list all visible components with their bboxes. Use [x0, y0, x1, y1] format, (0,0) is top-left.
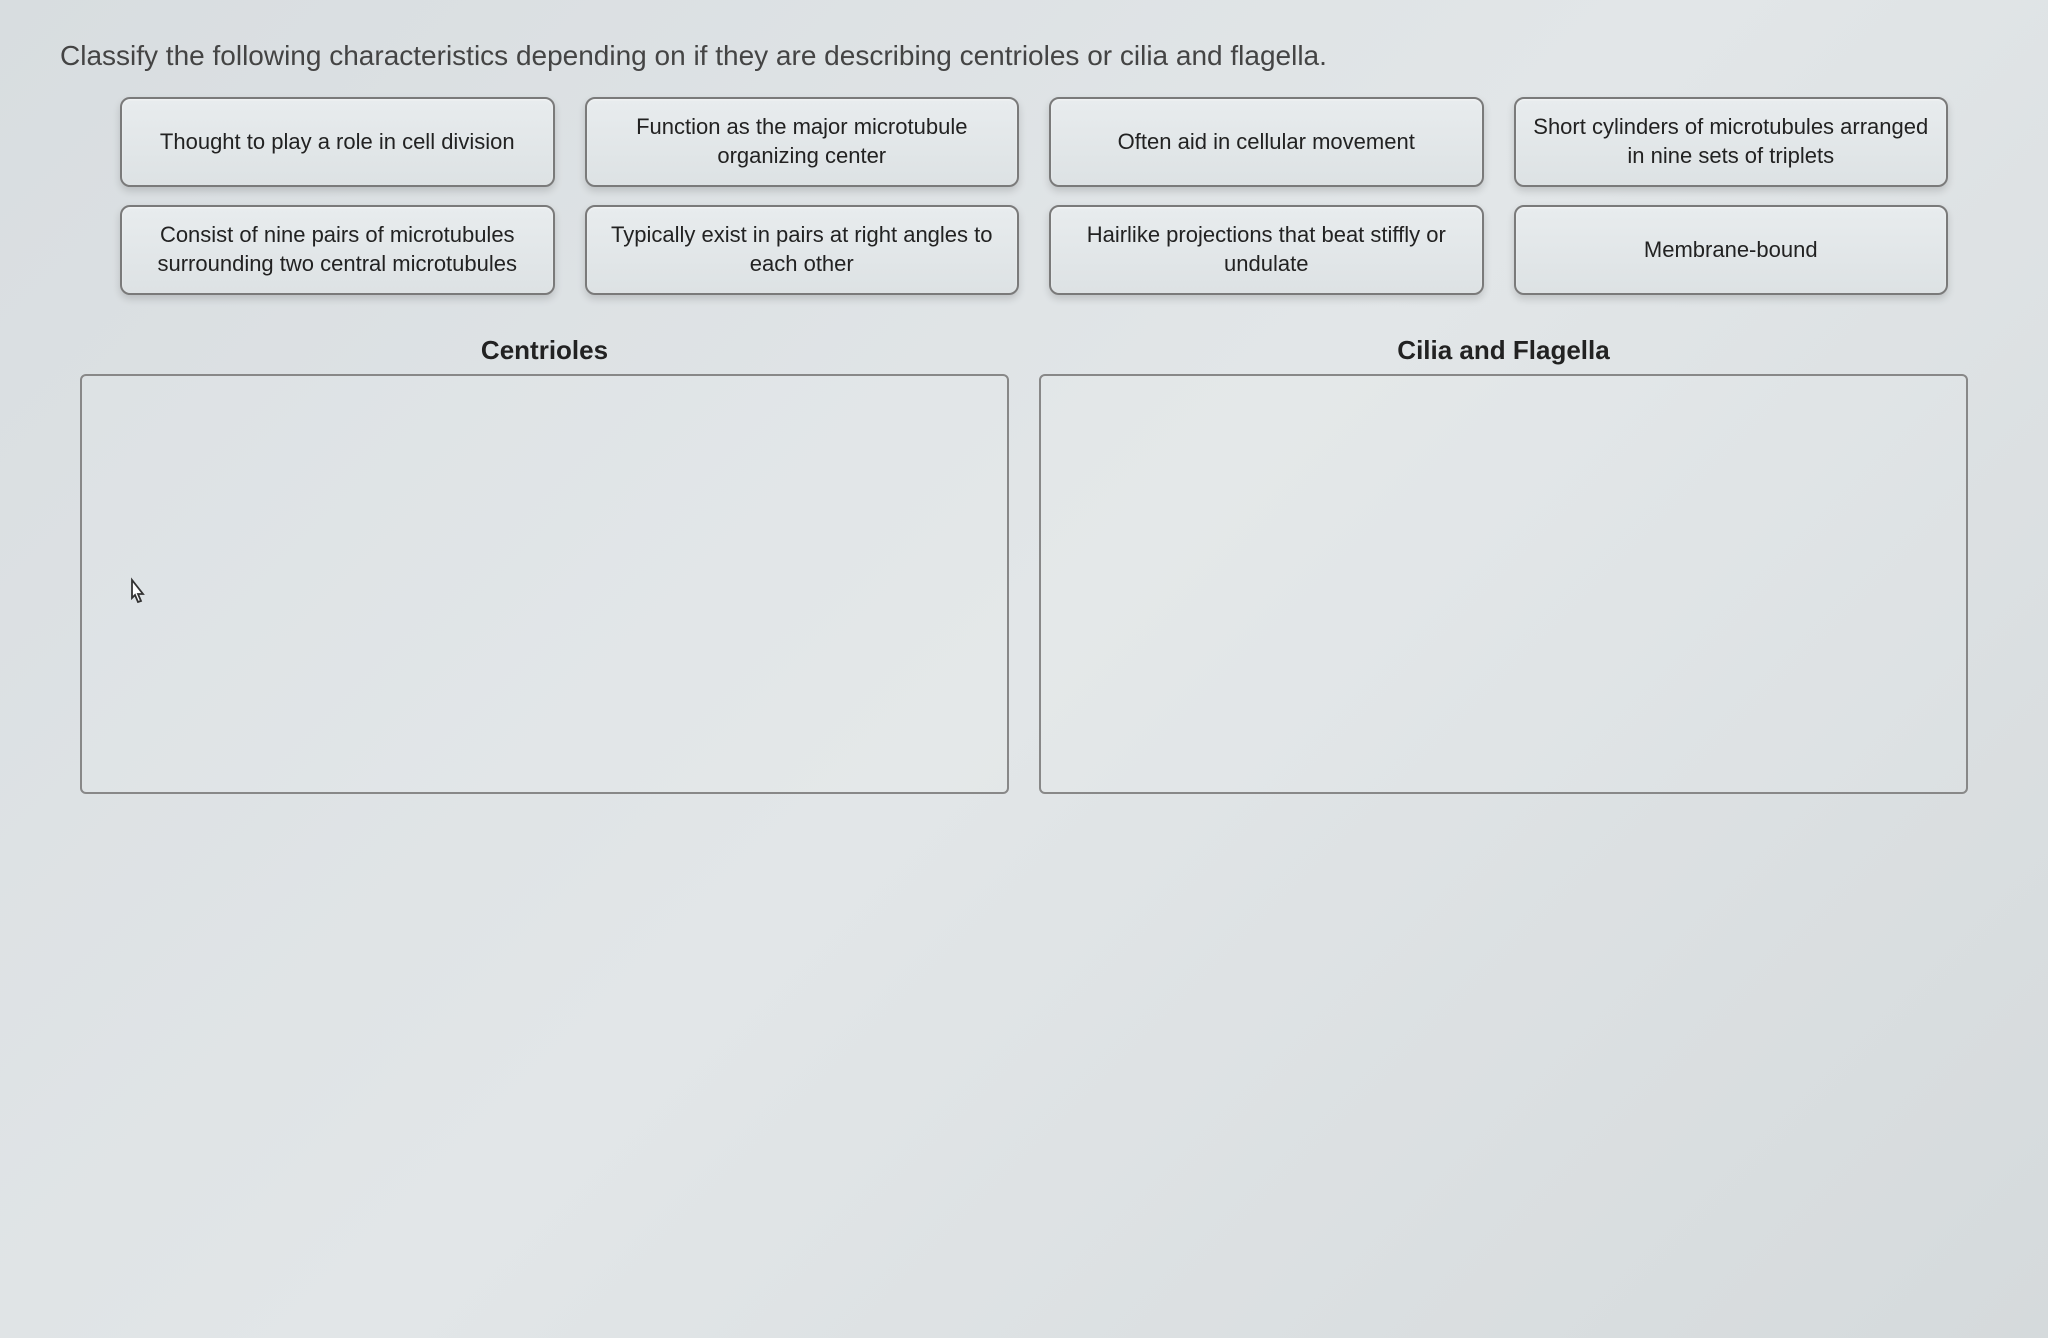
drop-title-cilia-flagella: Cilia and Flagella: [1039, 335, 1968, 366]
drop-zones-section: Centrioles Cilia and Flagella: [80, 335, 1968, 794]
drop-zone-cilia-flagella[interactable]: [1039, 374, 1968, 794]
pointer-cursor-icon: [122, 576, 154, 620]
card-organizing-center[interactable]: Function as the major microtubule organi…: [585, 97, 1020, 187]
card-label: Membrane-bound: [1644, 236, 1818, 265]
card-label: Thought to play a role in cell division: [160, 128, 515, 157]
card-label: Function as the major microtubule organi…: [603, 113, 1002, 170]
drop-zone-centrioles[interactable]: [80, 374, 1009, 794]
card-label: Often aid in cellular movement: [1118, 128, 1415, 157]
drop-column-centrioles: Centrioles: [80, 335, 1009, 794]
instruction-text: Classify the following characteristics d…: [60, 40, 1988, 72]
card-short-cylinders[interactable]: Short cylinders of microtubules arranged…: [1514, 97, 1949, 187]
card-nine-pairs[interactable]: Consist of nine pairs of microtubules su…: [120, 205, 555, 295]
card-label: Typically exist in pairs at right angles…: [603, 221, 1002, 278]
card-label: Short cylinders of microtubules arranged…: [1532, 113, 1931, 170]
drop-title-centrioles: Centrioles: [80, 335, 1009, 366]
card-cellular-movement[interactable]: Often aid in cellular movement: [1049, 97, 1484, 187]
card-cell-division[interactable]: Thought to play a role in cell division: [120, 97, 555, 187]
draggable-cards-grid: Thought to play a role in cell division …: [120, 97, 1948, 295]
card-exist-pairs[interactable]: Typically exist in pairs at right angles…: [585, 205, 1020, 295]
card-membrane-bound[interactable]: Membrane-bound: [1514, 205, 1949, 295]
card-hairlike[interactable]: Hairlike projections that beat stiffly o…: [1049, 205, 1484, 295]
card-label: Consist of nine pairs of microtubules su…: [138, 221, 537, 278]
card-label: Hairlike projections that beat stiffly o…: [1067, 221, 1466, 278]
drop-column-cilia-flagella: Cilia and Flagella: [1039, 335, 1968, 794]
